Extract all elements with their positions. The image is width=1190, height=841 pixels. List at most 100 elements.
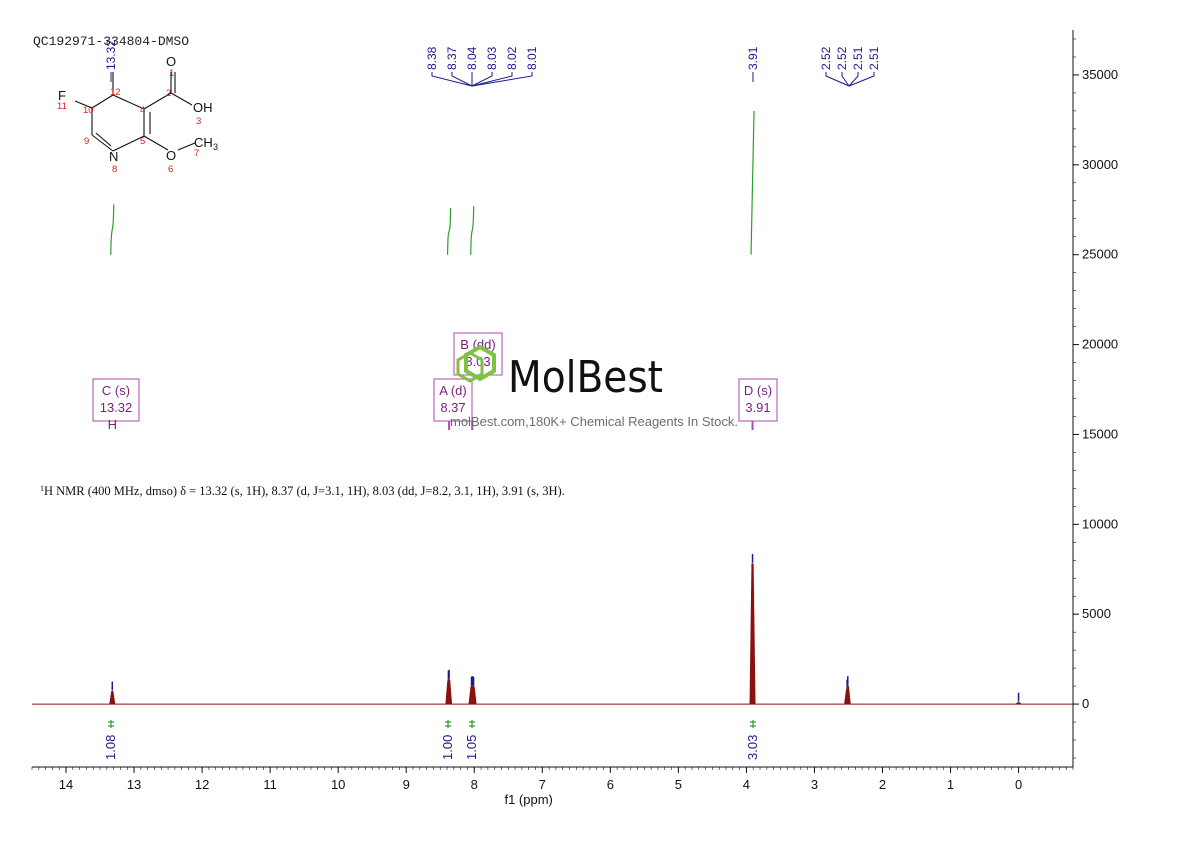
assignment-shift-2: 8.03 xyxy=(465,354,490,369)
peak-label-1-1: 8.37 xyxy=(445,46,459,70)
y-tick-label-1: 5000 xyxy=(1082,606,1111,621)
x-tick-label-11: 3 xyxy=(811,777,818,792)
x-tick-label-2: 12 xyxy=(195,777,209,792)
peak-label-1-2: 8.04 xyxy=(465,46,479,70)
watermark-logo-icon xyxy=(456,344,496,383)
assignment-shift-3: 3.91 xyxy=(745,400,770,415)
x-tick-label-4: 10 xyxy=(331,777,345,792)
assignment-box-3 xyxy=(738,378,778,422)
x-tick-label-10: 4 xyxy=(743,777,750,792)
y-tick-label-4: 20000 xyxy=(1082,337,1118,352)
y-tick-label-7: 35000 xyxy=(1082,67,1118,82)
x-tick-label-0: 14 xyxy=(59,777,73,792)
assignment-atom-0: H xyxy=(108,417,117,432)
spectrum-peak-7 xyxy=(749,563,756,705)
spectrum-peak-2 xyxy=(446,679,453,705)
integral-curves xyxy=(110,110,755,255)
x-tick-label-1: 13 xyxy=(127,777,141,792)
atom-OH3: OH xyxy=(193,100,213,115)
peak-label-0-0: 13.32 xyxy=(104,40,118,70)
integral-value-3: 3.03 xyxy=(745,735,760,760)
peak-label-3-3: 2.51 xyxy=(867,46,881,70)
assignment-box-1 xyxy=(433,378,473,422)
peak-connector-1-3 xyxy=(471,72,493,87)
y-tick-label-5: 25000 xyxy=(1082,247,1118,262)
assignment-label-0: C (s) xyxy=(102,383,130,398)
watermark-tagline: molBest.com,180K+ Chemical Reagents In S… xyxy=(450,414,738,429)
y-tick-label-0: 0 xyxy=(1082,696,1089,711)
atom-num-1: 1 xyxy=(169,68,174,79)
x-axis-title: f1 (ppm) xyxy=(504,792,552,807)
peak-label-1-3: 8.03 xyxy=(485,46,499,70)
peak-connector-3-2 xyxy=(848,72,859,87)
integral-curve-3 xyxy=(750,110,755,255)
integral-curve-1 xyxy=(446,207,452,255)
atom-O6: O xyxy=(166,148,176,163)
peak-labels: 13.32 8.38 8.37 8.04 8.03 8.02 8.01 3.91 2.52 2.5… xyxy=(104,40,881,87)
peak-label-3-0: 2.52 xyxy=(819,46,833,70)
assignment-label-3: D (s) xyxy=(744,383,772,398)
peak-label-3-1: 2.52 xyxy=(835,46,849,70)
assignment-label-1: A (d) xyxy=(439,383,466,398)
assignment-shift-0: 13.32 xyxy=(100,400,133,415)
peak-connector-1-4 xyxy=(471,72,513,87)
peak-label-1-4: 8.02 xyxy=(505,46,519,70)
molecule-atom-labels: O 1 OH 3 N 8 O 6 CH 3 7 F 11 2 4 5 9 10 … xyxy=(57,54,218,175)
integral-bracket-1 xyxy=(445,720,451,728)
sample-id: QC192971-334804-DMSO xyxy=(33,34,189,49)
spectrum-peak-10 xyxy=(1015,702,1022,705)
integral-value-0: 1.08 xyxy=(103,735,118,760)
peak-connector-1-0 xyxy=(431,72,473,87)
assignment-shift-1: 8.37 xyxy=(440,400,465,415)
x-tick-label-14: 0 xyxy=(1015,777,1022,792)
spectrum-peak-6 xyxy=(470,686,477,705)
watermark: MolBest molBest.com,180K+ Chemical Reage… xyxy=(450,344,738,429)
x-tick-label-6: 8 xyxy=(471,777,478,792)
peak-label-1-5: 8.01 xyxy=(525,46,539,70)
peak-label-2-0: 3.91 xyxy=(746,46,760,70)
watermark-brand: MolBest xyxy=(508,352,663,403)
integral-curve-0 xyxy=(110,204,115,255)
x-tick-label-8: 6 xyxy=(607,777,614,792)
spectrum-trace xyxy=(32,553,1073,705)
spectrum-peak-0 xyxy=(109,691,116,705)
atom-num-8: 8 xyxy=(112,164,117,175)
atom-F11: F xyxy=(58,88,66,103)
atom-num-5: 5 xyxy=(140,136,145,147)
atom-num-3: 3 xyxy=(196,116,201,127)
integral-value-2: 1.05 xyxy=(464,735,479,760)
y-tick-label-3: 15000 xyxy=(1082,426,1118,441)
integral-curve-2 xyxy=(470,206,475,255)
atom-num-2: 2 xyxy=(166,88,171,99)
axes: 14 13 12 11 10 9 8 7 6 5 4 3 2 1 0f1 (ppm)050001000015… xyxy=(31,30,1118,807)
atom-num-12: 12 xyxy=(110,87,121,98)
spectrum-peak-9 xyxy=(844,685,851,705)
nmr-description-superscript: 1 xyxy=(40,484,44,493)
x-tick-label-9: 5 xyxy=(675,777,682,792)
integral-bracket-2 xyxy=(469,720,475,728)
atom-N8: N xyxy=(109,149,118,164)
integral-bracket-0 xyxy=(108,720,114,728)
atom-sub-3: 3 xyxy=(213,142,218,152)
atom-num-9: 9 xyxy=(84,136,89,147)
assignment-boxes: C (s) 13.32 H A (d) 8.37 B (dd) 8.03 D (s) 3.91 xyxy=(92,332,778,432)
integral-bracket-3 xyxy=(750,720,756,728)
peak-connector-1-1 xyxy=(451,72,473,87)
assignment-box-0 xyxy=(92,378,140,422)
peak-connector-1-5 xyxy=(471,72,533,87)
x-tick-label-3: 11 xyxy=(263,777,277,792)
molecule-structure xyxy=(74,72,196,152)
assignment-label-2: B (dd) xyxy=(460,337,495,352)
x-tick-label-7: 7 xyxy=(539,777,546,792)
peak-connector-3-1 xyxy=(841,72,850,87)
atom-num-6: 6 xyxy=(168,164,173,175)
x-tick-label-12: 2 xyxy=(879,777,886,792)
atom-num-10: 10 xyxy=(83,105,94,116)
atom-num-11: 11 xyxy=(57,101,67,112)
nmr-description-text: H NMR (400 MHz, dmso) δ = 13.32 (s, 1H),… xyxy=(44,484,565,498)
peak-label-3-2: 2.51 xyxy=(851,46,865,70)
integral-value-1: 1.00 xyxy=(440,735,455,760)
peak-label-1-0: 8.38 xyxy=(425,46,439,70)
atom-num-7: 7 xyxy=(194,148,199,159)
